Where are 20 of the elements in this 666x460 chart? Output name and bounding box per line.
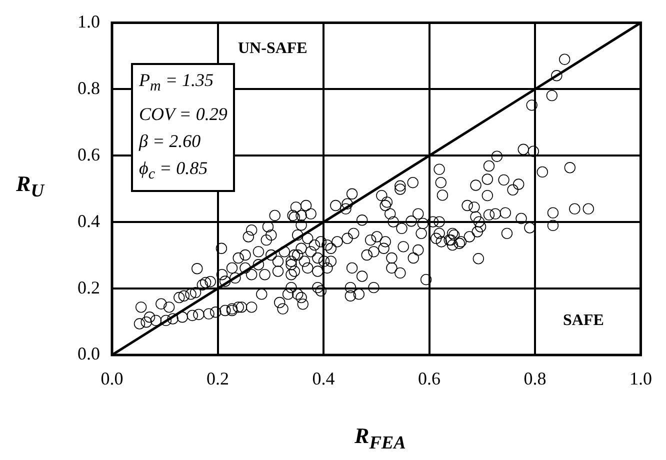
y-tick-label: 0.6 [78,144,100,164]
annotation: P$_{m}$ = 1.35 [139,69,214,97]
x-tick-label: 0.2 [206,368,229,389]
annotation: ϕ$_{c}$ = 0.85 [139,156,209,184]
y-tick-label: 0.0 [78,344,100,364]
y-tick-label: 0.2 [78,277,100,298]
annotation: β = 2.60 [139,130,202,153]
x-tick-label: 0.8 [524,368,546,389]
annotation: SAFE [563,312,604,330]
x-tick-label: 0.6 [418,368,440,389]
annotation: COV = 0.29 [139,102,228,126]
x-tick-label: 0.0 [100,368,124,389]
x-tick-label: 1.0 [630,368,652,389]
y-tick-label: 0.8 [78,78,100,98]
x-tick-label: 0.4 [312,368,335,389]
annotation: UN-SAFE [238,40,308,58]
y-tick-label: 1.0 [78,12,100,32]
y-tick-label: 0.4 [78,210,100,231]
y-axis-title: R$_{U}$ [16,170,44,201]
x-axis-title: R$_{FEA}$ [354,423,406,454]
